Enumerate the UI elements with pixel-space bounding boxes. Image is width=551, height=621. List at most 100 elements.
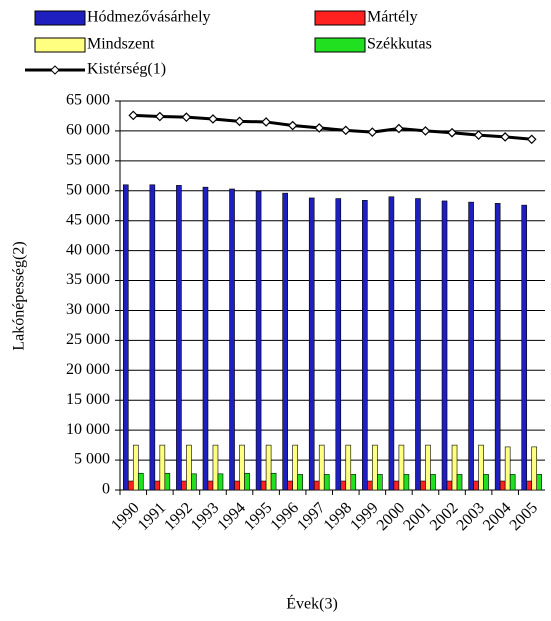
bar bbox=[176, 185, 182, 491]
bar bbox=[234, 480, 240, 491]
bar bbox=[393, 480, 400, 491]
bar bbox=[483, 474, 489, 491]
bar bbox=[132, 444, 139, 491]
x-tick-label: 2002 bbox=[427, 499, 462, 534]
y-tick-label: 10 000 bbox=[66, 421, 110, 438]
bar bbox=[478, 444, 484, 491]
bar bbox=[313, 480, 320, 491]
legend-label: Mindszent bbox=[87, 36, 155, 53]
line-marker bbox=[447, 127, 457, 138]
bar bbox=[367, 480, 373, 491]
bar bbox=[282, 192, 288, 491]
legend-swatch bbox=[314, 10, 366, 26]
line-marker bbox=[420, 126, 431, 136]
y-tick-label: 50 000 bbox=[66, 181, 110, 198]
x-tick-label: 2000 bbox=[374, 499, 409, 534]
bar bbox=[308, 197, 315, 491]
bar bbox=[217, 473, 224, 491]
bar bbox=[420, 480, 426, 491]
bar bbox=[186, 444, 192, 491]
line-marker bbox=[500, 132, 511, 142]
x-tick-label: 1996 bbox=[267, 499, 302, 534]
line-marker bbox=[208, 114, 218, 124]
bar bbox=[441, 200, 448, 491]
bar bbox=[292, 444, 298, 491]
bar bbox=[430, 474, 436, 491]
bar bbox=[149, 184, 156, 491]
x-tick-label: 2003 bbox=[453, 499, 488, 534]
bar bbox=[335, 198, 342, 491]
bar bbox=[345, 444, 352, 491]
bar bbox=[207, 480, 214, 491]
x-tick-label: 1991 bbox=[135, 499, 170, 534]
x-tick-label: 1997 bbox=[294, 499, 329, 534]
bar bbox=[398, 444, 405, 491]
line-marker bbox=[261, 117, 271, 127]
bar bbox=[181, 480, 187, 491]
x-tick-label: 1990 bbox=[108, 499, 143, 534]
y-tick-label: 5 000 bbox=[74, 451, 110, 468]
y-axis-title: Lakónépesség(2) bbox=[11, 241, 28, 350]
bar bbox=[270, 472, 277, 491]
line-marker bbox=[128, 110, 139, 121]
bar bbox=[164, 472, 171, 491]
bar bbox=[362, 200, 368, 491]
x-axis-title: Évek(3) bbox=[286, 594, 338, 613]
bar bbox=[323, 474, 330, 491]
bar bbox=[350, 474, 357, 491]
x-tick-label: 2001 bbox=[400, 499, 435, 534]
bar bbox=[456, 474, 463, 491]
legend-swatch bbox=[34, 37, 86, 53]
bar bbox=[446, 480, 453, 491]
line-marker bbox=[367, 127, 378, 137]
bar bbox=[403, 474, 410, 491]
bar bbox=[536, 474, 543, 491]
legend-label: Székkutas bbox=[367, 36, 432, 53]
bar bbox=[212, 444, 219, 491]
bar bbox=[265, 444, 272, 491]
bar bbox=[229, 188, 235, 491]
y-tick-label: 65 000 bbox=[66, 92, 110, 109]
x-tick-label: 1995 bbox=[241, 499, 276, 534]
bar bbox=[509, 474, 516, 491]
bar bbox=[473, 480, 479, 491]
bar bbox=[202, 186, 209, 491]
bar bbox=[468, 201, 474, 491]
line-marker bbox=[181, 112, 192, 123]
x-tick-label: 1994 bbox=[214, 499, 249, 534]
bar bbox=[154, 480, 161, 491]
legend-marker bbox=[50, 65, 60, 75]
bar bbox=[137, 472, 144, 491]
line-marker bbox=[234, 116, 245, 127]
bar bbox=[297, 474, 303, 491]
bar bbox=[244, 472, 250, 491]
line-marker bbox=[526, 134, 537, 145]
legend-label: Mártély bbox=[367, 9, 418, 26]
bar bbox=[287, 480, 293, 491]
bar bbox=[159, 444, 166, 491]
legend-swatch bbox=[34, 10, 86, 26]
bar bbox=[239, 444, 245, 491]
line-marker bbox=[394, 123, 404, 134]
bar bbox=[377, 474, 383, 491]
bar bbox=[499, 480, 506, 491]
bar bbox=[425, 444, 431, 491]
bar bbox=[340, 480, 347, 491]
bar bbox=[504, 446, 511, 491]
y-tick-label: 0 bbox=[102, 481, 110, 498]
y-tick-label: 35 000 bbox=[66, 271, 110, 288]
x-tick-label: 1993 bbox=[188, 499, 223, 534]
bar bbox=[372, 444, 378, 491]
bar bbox=[531, 446, 538, 491]
line-marker bbox=[287, 120, 298, 131]
bar bbox=[388, 196, 395, 491]
x-tick-label: 2005 bbox=[506, 499, 541, 534]
y-tick-label: 45 000 bbox=[66, 211, 110, 228]
bar bbox=[494, 203, 501, 491]
y-tick-label: 15 000 bbox=[66, 391, 110, 408]
bar bbox=[260, 480, 267, 491]
x-tick-label: 2004 bbox=[480, 499, 515, 534]
bar bbox=[191, 473, 197, 491]
bar bbox=[521, 204, 528, 491]
